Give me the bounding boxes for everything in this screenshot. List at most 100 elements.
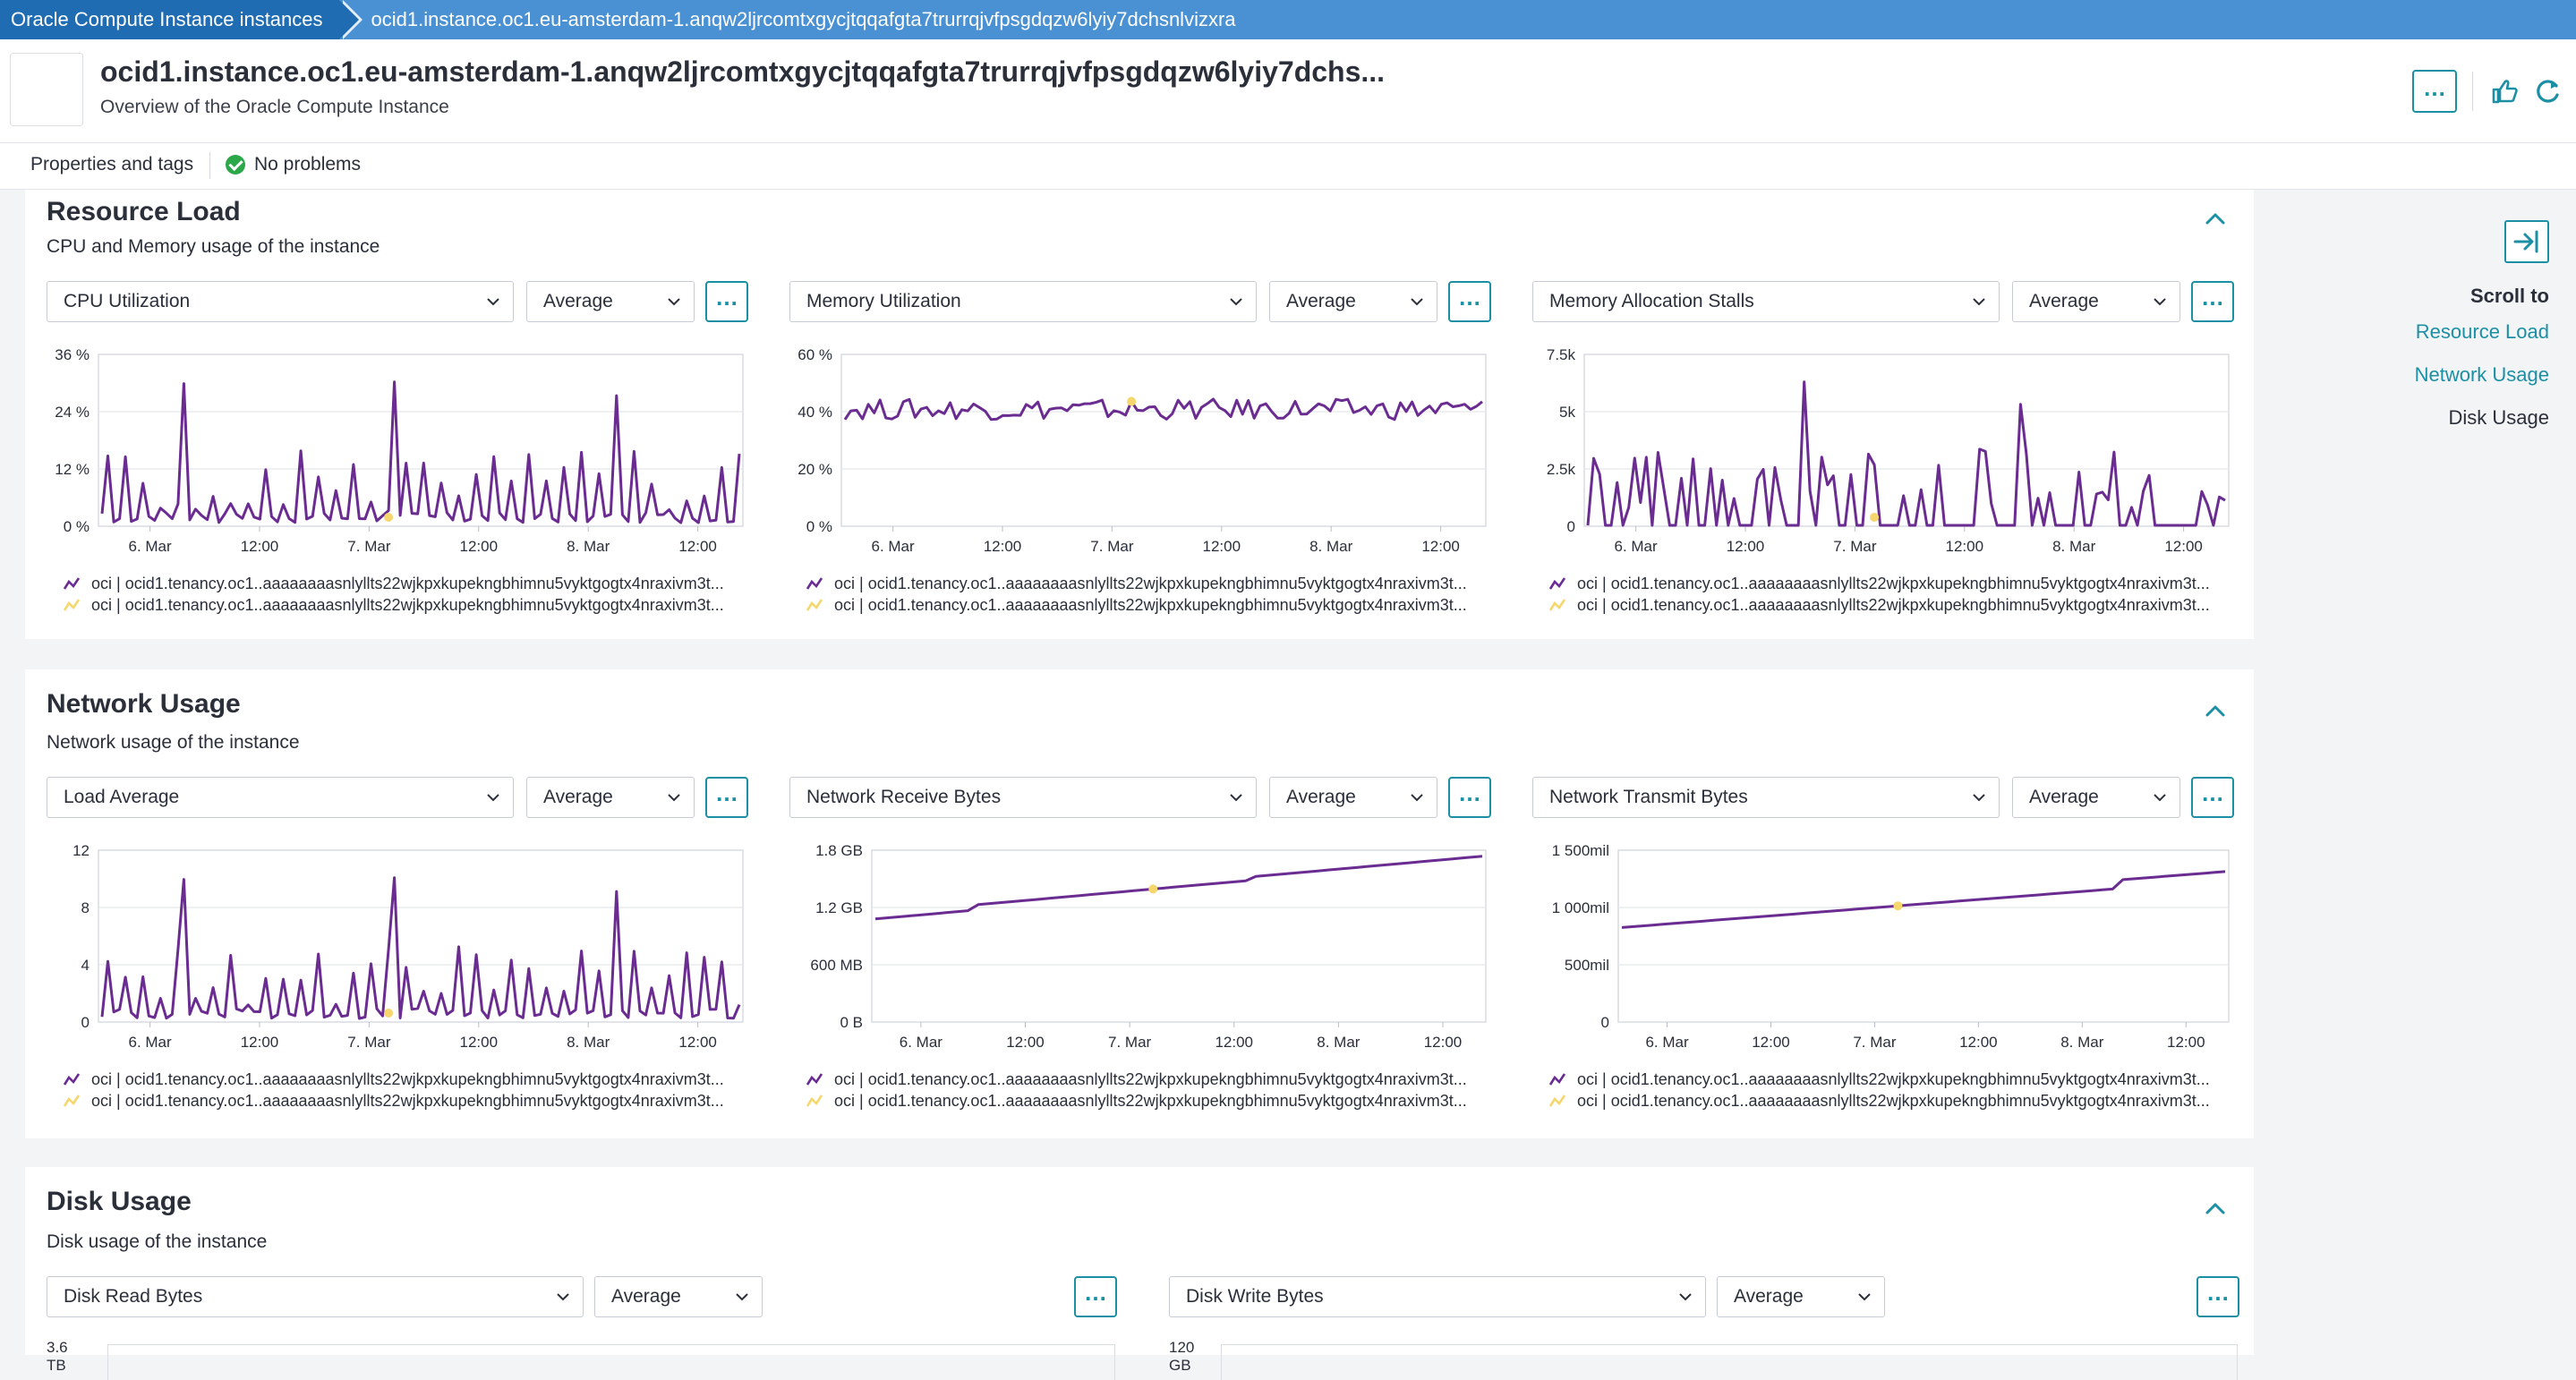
aggregation-select-value: Average xyxy=(611,1286,681,1307)
y-tick-label: 1.8 GB xyxy=(815,842,863,859)
aggregation-select[interactable]: Average xyxy=(2012,281,2180,322)
series-line-icon xyxy=(806,1073,823,1086)
x-tick-label: 6. Mar xyxy=(872,538,916,555)
metric-chart: 7.5k 5k 2.5k 0 6. Mar 12:00 7. Mar 12:00 8. Mar 1… xyxy=(1547,346,2230,555)
series-point-marker xyxy=(384,1009,394,1018)
metric-select[interactable]: Memory Utilization xyxy=(789,281,1257,322)
x-tick-label: 12:00 xyxy=(460,1034,499,1051)
panel-more-button[interactable]: … xyxy=(2191,777,2234,818)
x-tick-label: 6. Mar xyxy=(1615,538,1659,555)
metric-select[interactable]: Network Receive Bytes xyxy=(789,777,1257,818)
legend-label: oci | ocid1.tenancy.oc1..aaaaaaaasnlyllt… xyxy=(1577,574,2210,592)
section-disk-usage: Disk Usage Disk usage of the instance Disk… xyxy=(25,1167,2254,1380)
chevron-down-icon xyxy=(668,298,680,306)
series-line-icon xyxy=(1548,1073,1566,1086)
panel-more-button[interactable]: … xyxy=(1074,1276,1117,1317)
tab-problems[interactable]: No problems xyxy=(226,154,361,175)
aggregation-select[interactable]: Average xyxy=(1269,281,1437,322)
panel-more-button[interactable]: … xyxy=(705,281,748,322)
legend-entry[interactable]: oci | ocid1.tenancy.oc1..aaaaaaaasnlyllt… xyxy=(63,573,724,594)
chart-frame xyxy=(1221,1344,2238,1380)
legend-label: oci | ocid1.tenancy.oc1..aaaaaaaasnlyllt… xyxy=(834,1091,1467,1110)
panel-more-button[interactable]: … xyxy=(705,777,748,818)
x-tick-label: 8. Mar xyxy=(2052,538,2096,555)
legend-entry[interactable]: oci | ocid1.tenancy.oc1..aaaaaaaasnlyllt… xyxy=(806,1090,1467,1112)
legend-entry[interactable]: oci | ocid1.tenancy.oc1..aaaaaaaasnlyllt… xyxy=(806,573,1467,594)
instance-logo xyxy=(10,53,83,126)
chart-frame xyxy=(98,849,744,1023)
aggregation-select[interactable]: Average xyxy=(526,281,695,322)
y-tick-label: 1.2 GB xyxy=(815,899,863,916)
sidebar-collapse-button[interactable] xyxy=(2504,220,2549,263)
aggregation-select[interactable]: Average xyxy=(1717,1276,1885,1317)
legend-label: oci | ocid1.tenancy.oc1..aaaaaaaasnlyllt… xyxy=(91,595,724,614)
tab-properties-and-tags[interactable]: Properties and tags xyxy=(30,154,194,175)
metric-select[interactable]: Memory Allocation Stalls xyxy=(1532,281,2000,322)
y-tick-label: 0 % xyxy=(64,518,90,535)
series-point-marker xyxy=(1893,901,1903,911)
chevron-down-icon xyxy=(1411,794,1423,802)
legend-entry[interactable]: oci | ocid1.tenancy.oc1..aaaaaaaasnlyllt… xyxy=(63,594,724,616)
chart-legend: oci | ocid1.tenancy.oc1..aaaaaaaasnlyllt… xyxy=(1548,1069,2210,1112)
legend-entry[interactable]: oci | ocid1.tenancy.oc1..aaaaaaaasnlyllt… xyxy=(1548,594,2210,616)
aggregation-select[interactable]: Average xyxy=(2012,777,2180,818)
page-title: ocid1.instance.oc1.eu-amsterdam-1.anqw2l… xyxy=(100,55,1386,88)
legend-entry[interactable]: oci | ocid1.tenancy.oc1..aaaaaaaasnlyllt… xyxy=(1548,1069,2210,1090)
check-circle-icon xyxy=(226,155,245,175)
scroll-link-disk-usage[interactable]: Disk Usage xyxy=(2448,406,2549,429)
metric-select[interactable]: Disk Read Bytes xyxy=(47,1276,584,1317)
panel-more-button[interactable]: … xyxy=(2191,281,2234,322)
y-tick-label: 7.5k xyxy=(1547,346,1576,363)
metric-select[interactable]: Disk Write Bytes xyxy=(1169,1276,1706,1317)
aggregation-select[interactable]: Average xyxy=(594,1276,763,1317)
y-tick-label: 60 % xyxy=(798,346,832,363)
series-line xyxy=(100,876,741,1020)
panel-more-button[interactable]: … xyxy=(2196,1276,2239,1317)
y-tick-label: 12 % xyxy=(55,461,90,478)
aggregation-select-value: Average xyxy=(543,787,613,807)
metric-select[interactable]: Network Transmit Bytes xyxy=(1532,777,2000,818)
legend-entry[interactable]: oci | ocid1.tenancy.oc1..aaaaaaaasnlyllt… xyxy=(1548,1090,2210,1112)
legend-entry[interactable]: oci | ocid1.tenancy.oc1..aaaaaaaasnlyllt… xyxy=(63,1069,724,1090)
scroll-link-network-usage[interactable]: Network Usage xyxy=(2414,363,2549,386)
x-tick-label: 12:00 xyxy=(1727,538,1765,555)
panel-more-button[interactable]: … xyxy=(1448,777,1491,818)
legend-entry[interactable]: oci | ocid1.tenancy.oc1..aaaaaaaasnlyllt… xyxy=(63,1090,724,1112)
tabs-divider xyxy=(209,152,210,179)
chevron-down-icon xyxy=(1858,1293,1871,1301)
tabs-bar: Properties and tags No problems xyxy=(0,143,2576,190)
series-point-marker xyxy=(1127,396,1137,406)
header-more-button[interactable]: … xyxy=(2412,70,2457,113)
refresh-icon[interactable] xyxy=(2529,73,2565,109)
series-point-marker xyxy=(1870,513,1880,522)
series-line-icon xyxy=(63,599,81,611)
x-tick-label: 12:00 xyxy=(678,1034,717,1051)
legend-entry[interactable]: oci | ocid1.tenancy.oc1..aaaaaaaasnlyllt… xyxy=(806,1069,1467,1090)
metric-select[interactable]: CPU Utilization xyxy=(47,281,514,322)
breadcrumb-parent[interactable]: Oracle Compute Instance instances xyxy=(0,0,362,39)
panel-more-button[interactable]: … xyxy=(1448,281,1491,322)
collapse-section-icon[interactable] xyxy=(2202,206,2229,233)
scroll-link-resource-load[interactable]: Resource Load xyxy=(2415,320,2549,343)
x-tick-label: 6. Mar xyxy=(129,538,173,555)
legend-entry[interactable]: oci | ocid1.tenancy.oc1..aaaaaaaasnlyllt… xyxy=(806,594,1467,616)
collapse-section-icon[interactable] xyxy=(2202,1196,2229,1222)
legend-entry[interactable]: oci | ocid1.tenancy.oc1..aaaaaaaasnlyllt… xyxy=(1548,573,2210,594)
chart-legend: oci | ocid1.tenancy.oc1..aaaaaaaasnlyllt… xyxy=(63,573,724,616)
legend-label: oci | ocid1.tenancy.oc1..aaaaaaaasnlyllt… xyxy=(1577,595,2210,614)
legend-label: oci | ocid1.tenancy.oc1..aaaaaaaasnlyllt… xyxy=(834,1069,1467,1088)
chevron-down-icon xyxy=(668,794,680,802)
thumbs-up-icon[interactable] xyxy=(2486,73,2522,109)
x-tick-label: 12:00 xyxy=(1946,538,1984,555)
metric-select[interactable]: Load Average xyxy=(47,777,514,818)
chart-frame xyxy=(107,1344,1115,1380)
collapse-section-icon[interactable] xyxy=(2202,698,2229,725)
chevron-down-icon xyxy=(487,794,499,802)
legend-label: oci | ocid1.tenancy.oc1..aaaaaaaasnlyllt… xyxy=(91,1069,724,1088)
series-line-icon xyxy=(63,1095,81,1107)
aggregation-select[interactable]: Average xyxy=(526,777,695,818)
section-subtitle: Disk usage of the instance xyxy=(47,1231,268,1252)
metric-select-value: Memory Allocation Stalls xyxy=(1549,291,1754,311)
aggregation-select[interactable]: Average xyxy=(1269,777,1437,818)
chart-legend: oci | ocid1.tenancy.oc1..aaaaaaaasnlyllt… xyxy=(806,1069,1467,1112)
